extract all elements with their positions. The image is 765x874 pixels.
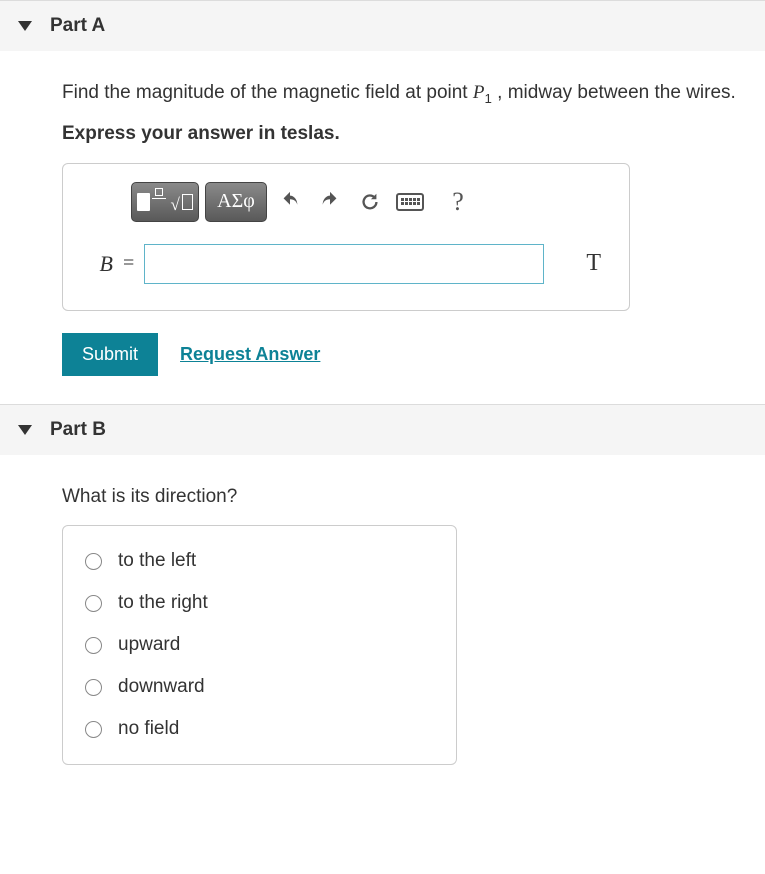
radio-label: to the left — [118, 550, 196, 572]
template-rect-icon — [137, 193, 150, 211]
question-pre: Find the magnitude of the magnetic field… — [62, 82, 473, 103]
redo-icon — [319, 191, 341, 213]
template-sqrt-icon: √ — [152, 188, 180, 215]
radio-option-right[interactable]: to the right — [83, 582, 436, 624]
request-answer-link[interactable]: Request Answer — [180, 344, 320, 365]
part-a-header[interactable]: Part A — [0, 0, 765, 51]
radio-label: no field — [118, 718, 179, 740]
part-b-question: What is its direction? — [62, 483, 737, 512]
part-a-body: Find the magnitude of the magnetic field… — [0, 51, 765, 404]
radio-icon — [85, 637, 102, 654]
redo-button[interactable] — [313, 182, 347, 222]
part-a-title: Part A — [50, 15, 105, 37]
reset-icon — [359, 191, 381, 213]
keyboard-button[interactable] — [393, 182, 427, 222]
help-button[interactable]: ? — [443, 187, 473, 217]
undo-button[interactable] — [273, 182, 307, 222]
radio-label: upward — [118, 634, 180, 656]
radio-icon — [85, 679, 102, 696]
part-b-body: What is its direction? to the left to th… — [0, 455, 765, 794]
greek-button[interactable]: ΑΣφ — [205, 182, 267, 222]
equals-sign: = — [123, 252, 134, 275]
part-b-title: Part B — [50, 419, 106, 441]
question-post: , midway between the wires. — [492, 82, 736, 103]
radio-label: downward — [118, 676, 205, 698]
radio-label: to the right — [118, 592, 208, 614]
part-b-header[interactable]: Part B — [0, 404, 765, 455]
part-a-actions: Submit Request Answer — [62, 333, 737, 376]
answer-input-row: B = T — [85, 244, 607, 284]
radio-icon — [85, 553, 102, 570]
equation-toolbar: √ ΑΣφ ? — [131, 182, 607, 222]
part-a-question: Find the magnitude of the magnetic field… — [62, 79, 737, 109]
unit-label: T — [586, 250, 607, 277]
radio-option-downward[interactable]: downward — [83, 666, 436, 708]
radio-option-no-field[interactable]: no field — [83, 708, 436, 750]
radio-icon — [85, 595, 102, 612]
templates-button[interactable]: √ — [131, 182, 199, 222]
radio-icon — [85, 721, 102, 738]
question-sub: 1 — [484, 91, 491, 106]
caret-down-icon — [18, 425, 32, 435]
keyboard-icon — [396, 193, 424, 211]
template-box-icon — [182, 194, 193, 210]
radio-option-left[interactable]: to the left — [83, 540, 436, 582]
variable-label: B — [85, 251, 113, 277]
caret-down-icon — [18, 21, 32, 31]
answer-input[interactable] — [144, 244, 544, 284]
submit-button[interactable]: Submit — [62, 333, 158, 376]
reset-button[interactable] — [353, 182, 387, 222]
radio-option-upward[interactable]: upward — [83, 624, 436, 666]
part-a-instruction: Express your answer in teslas. — [62, 123, 737, 145]
answer-box: √ ΑΣφ ? B = — [62, 163, 630, 311]
radio-group: to the left to the right upward downward… — [62, 525, 457, 765]
question-var: P — [473, 82, 485, 103]
undo-icon — [279, 191, 301, 213]
